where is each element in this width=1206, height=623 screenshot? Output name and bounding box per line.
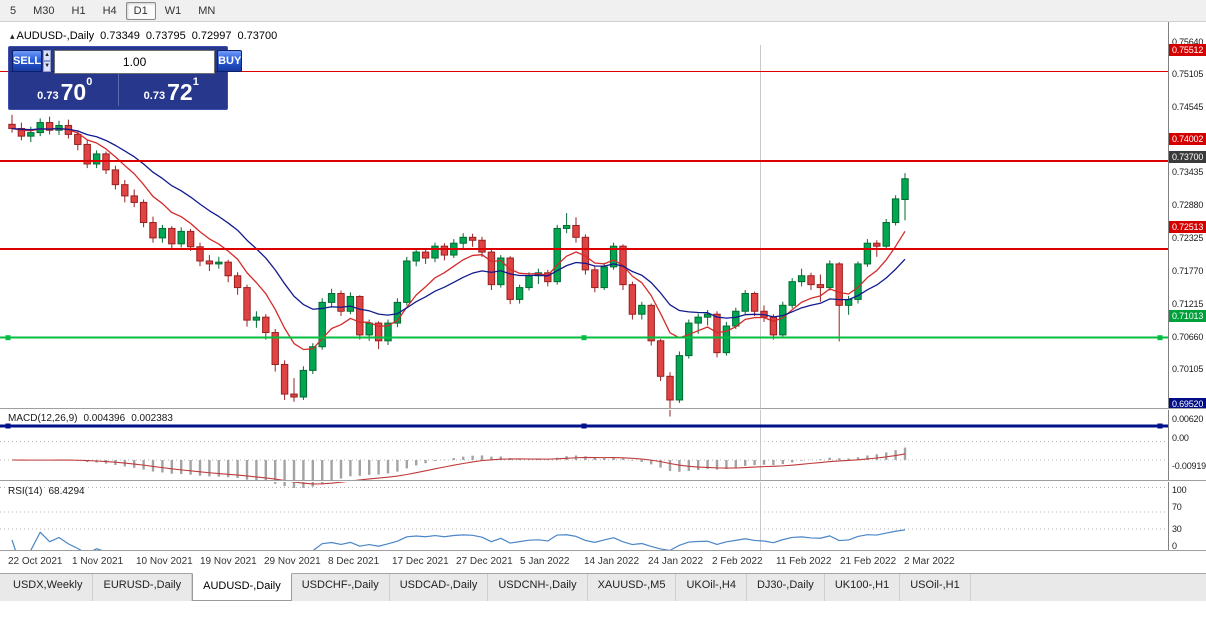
price-axis-label: 0.70660	[1172, 331, 1204, 342]
time-axis[interactable]: 22 Oct 2021 1 Nov 2021 10 Nov 2021 19 Nov 2…	[0, 551, 1168, 573]
sell-price-pips: 70	[60, 79, 87, 105]
time-label: 10 Nov 2021	[136, 556, 193, 567]
sell-price-point: 0	[86, 76, 93, 88]
chart-tab-ukoil-h4[interactable]: UKOil-,H4	[676, 574, 747, 601]
sell-price-display[interactable]: 0.73 70 0	[12, 74, 118, 106]
buy-button[interactable]: BUY	[217, 50, 243, 72]
chart-tab-usoil-h1[interactable]: USOil-,H1	[900, 574, 971, 601]
rsi-name: RSI(14)	[8, 486, 43, 497]
macd-signal-value: 0.002383	[131, 413, 173, 424]
rsi-axis-label: 70	[1172, 501, 1182, 512]
time-label: 14 Jan 2022	[584, 556, 640, 567]
rsi-axis-label: 30	[1172, 524, 1182, 535]
ohlc-low: 0.72997	[191, 30, 232, 42]
price-badge: 0.74002	[1169, 132, 1206, 145]
chart-window[interactable]: ▴ AUDUSD-,Daily 0.73349 0.73795 0.72997 0.737…	[0, 22, 1206, 573]
price-axis-label: 0.70105	[1172, 364, 1204, 375]
rsi-indicator-label: RSI(14) 68.4294	[8, 486, 91, 497]
time-label: 27 Dec 2021	[456, 556, 513, 567]
rsi-value: 68.4294	[48, 486, 85, 497]
ohlc-close: 0.73700	[237, 30, 278, 42]
ohlc-open: 0.73349	[100, 30, 140, 42]
chart-tab-usdx-weekly[interactable]: USDX,Weekly	[3, 574, 94, 601]
sell-price-base: 0.73	[37, 90, 59, 102]
price-badge: 0.75512	[1169, 43, 1206, 56]
price-axis[interactable]: 0.75640 0.75105 0.74545 0.73435 0.72880 0.723…	[1168, 22, 1206, 551]
macd-indicator-label: MACD(12,26,9) 0.004396 0.002383	[8, 413, 179, 424]
time-label: 8 Dec 2021	[328, 556, 380, 567]
buy-price-base: 0.73	[143, 90, 166, 102]
chart-tab-dj30-daily[interactable]: DJ30-,Daily	[747, 574, 825, 601]
volume-spinner: ▲ ▼	[43, 50, 52, 72]
timeframe-button-h4[interactable]: H4	[102, 4, 117, 17]
price-badge: 0.69520	[1169, 397, 1206, 410]
chart-tab-uk100-h1[interactable]: UK100-,H1	[825, 574, 901, 601]
buy-price-pips: 72	[167, 79, 193, 105]
timeframe-button-d1[interactable]: D1	[125, 1, 156, 20]
macd-axis-label: -0.00919	[1172, 460, 1206, 471]
timeframe-button-w1[interactable]: W1	[164, 4, 182, 17]
time-label: 2 Mar 2022	[904, 556, 955, 567]
chart-tabbar: USDX,Weekly EURUSD-,Daily AUDUSD-,Daily USD…	[0, 573, 1206, 601]
price-axis-label: 0.74545	[1172, 101, 1204, 112]
time-label: 11 Feb 2022	[776, 556, 832, 567]
price-axis-label: 0.71770	[1172, 265, 1204, 276]
rsi-axis-label: 100	[1172, 485, 1187, 495]
price-axis-label: 0.75640	[1172, 37, 1204, 47]
macd-axis-label: 0.00620	[1172, 414, 1204, 425]
chart-tab-xauusd-m5[interactable]: XAUUSD-,M5	[588, 574, 677, 601]
rsi-axis-label: 0	[1172, 541, 1177, 551]
buy-price-point: 1	[192, 76, 199, 88]
price-axis-label: 0.75105	[1172, 68, 1204, 79]
price-axis-label: 0.72325	[1172, 233, 1204, 244]
timeframe-button-m30[interactable]: M30	[33, 4, 55, 17]
macd-main-value: 0.004396	[83, 413, 126, 424]
chart-tab-usdcad-daily[interactable]: USDCAD-,Daily	[390, 574, 489, 601]
time-label: 1 Nov 2021	[72, 556, 124, 567]
macd-name: MACD(12,26,9)	[8, 413, 78, 424]
timeframe-button-h1[interactable]: H1	[71, 4, 86, 17]
chart-tab-audusd-daily[interactable]: AUDUSD-,Daily	[192, 573, 292, 601]
time-label: 24 Jan 2022	[648, 556, 704, 567]
panel-separator-macd[interactable]	[0, 408, 1206, 410]
time-label: 2 Feb 2022	[712, 556, 763, 567]
price-axis-label: 0.73435	[1172, 167, 1204, 178]
volume-increase-button[interactable]: ▲	[43, 50, 52, 61]
volume-input[interactable]	[54, 50, 216, 74]
chart-symbol-label: AUDUSD-,Daily	[16, 30, 95, 42]
price-badge: 0.71013	[1169, 309, 1206, 322]
time-label: 17 Dec 2021	[392, 556, 449, 567]
timeframe-button-5[interactable]: 5	[10, 4, 17, 17]
buy-price-display[interactable]: 0.73 72 1	[117, 74, 225, 106]
macd-axis-label: 0.00	[1172, 433, 1189, 443]
time-label: 19 Nov 2021	[200, 556, 257, 567]
candlestick-chart[interactable]	[0, 22, 1206, 623]
chart-tab-usdchf-daily[interactable]: USDCHF-,Daily	[292, 574, 390, 601]
volume-decrease-button[interactable]: ▼	[43, 61, 52, 72]
price-badge: 0.72513	[1169, 220, 1206, 233]
time-label: 22 Oct 2021	[8, 556, 63, 567]
chart-tab-usdcnh-daily[interactable]: USDCNH-,Daily	[488, 574, 588, 601]
timeframe-toolbar: 5 M30 H1 H4 D1 W1 MN	[0, 0, 1206, 22]
panel-separator-time	[0, 550, 1206, 552]
time-label: 5 Jan 2022	[520, 556, 570, 567]
price-axis-label: 0.71215	[1172, 298, 1204, 309]
chart-title: ▴ AUDUSD-,Daily 0.73349 0.73795 0.72997 0.737…	[10, 30, 283, 42]
timeframe-button-mn[interactable]: MN	[198, 4, 216, 17]
ohlc-high: 0.73795	[145, 30, 186, 42]
price-axis-label: 0.72880	[1172, 200, 1204, 211]
time-label: 21 Feb 2022	[840, 556, 897, 567]
sell-button[interactable]: SELL	[12, 50, 43, 72]
panel-separator-rsi[interactable]	[0, 480, 1206, 482]
collapse-icon[interactable]: ▴	[10, 31, 15, 41]
time-label: 29 Nov 2021	[264, 556, 321, 567]
price-badge: 0.73700	[1169, 150, 1206, 163]
chart-tab-eurusd-daily[interactable]: EURUSD-,Daily	[93, 574, 193, 601]
mt4-terminal: { "toolbar": {"timeframes": ["5","M30","…	[0, 0, 1206, 601]
